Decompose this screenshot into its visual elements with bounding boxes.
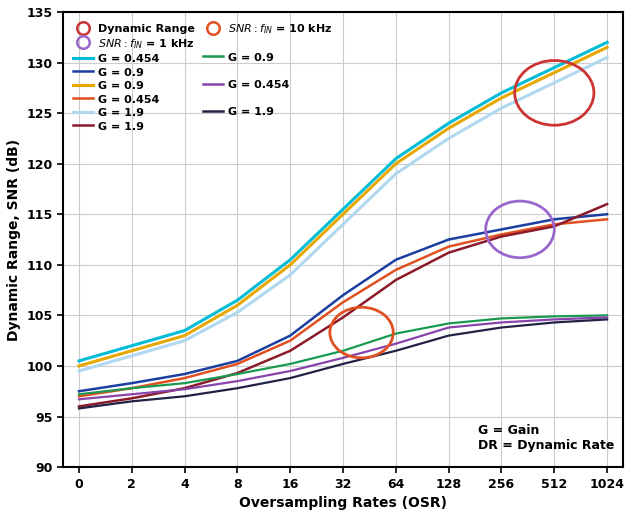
X-axis label: Oversampling Rates (OSR): Oversampling Rates (OSR) xyxy=(239,496,447,510)
Y-axis label: Dynamic Range, SNR (dB): Dynamic Range, SNR (dB) xyxy=(7,139,21,341)
Legend: Dynamic Range, $SNR: f_{IN}$ = 1 kHz, G = 0.454, G = 0.9, G = 0.9, G = 0.454, G : Dynamic Range, $SNR: f_{IN}$ = 1 kHz, G … xyxy=(69,18,337,136)
Text: G = Gain
DR = Dynamic Rate: G = Gain DR = Dynamic Rate xyxy=(478,424,614,452)
